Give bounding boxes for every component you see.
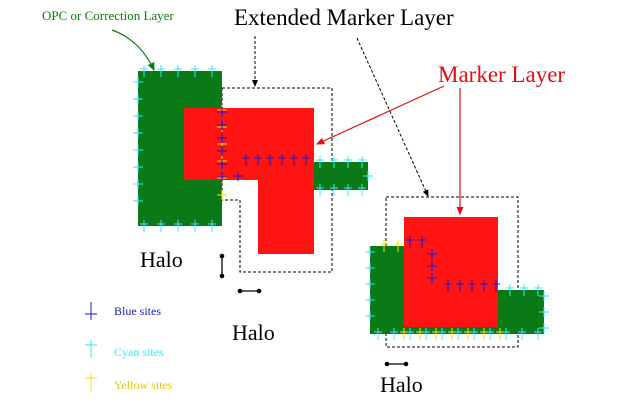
yellow-site — [217, 190, 227, 200]
cyan-site — [365, 311, 375, 321]
marker-layer-left — [184, 108, 314, 254]
halo-label-2: Halo — [232, 320, 275, 345]
cyan-site — [358, 184, 366, 196]
cyan-site — [157, 220, 165, 232]
cyan-site — [191, 220, 199, 232]
cyan-site — [133, 162, 143, 172]
blue-site — [217, 159, 227, 169]
halo-label-1: Halo — [140, 247, 183, 272]
cyan-site — [140, 65, 148, 77]
cyan-site — [133, 145, 143, 155]
cyan-site — [374, 328, 382, 340]
cyan-site — [208, 65, 216, 77]
blue-site — [302, 154, 310, 166]
blue-site — [217, 172, 227, 182]
legend-yellow-icon — [85, 373, 97, 391]
cyan-site — [316, 156, 324, 168]
cyan-site — [365, 247, 375, 257]
yellow-site — [464, 328, 472, 340]
cyan-site — [330, 156, 338, 168]
blue-site — [406, 236, 414, 248]
cyan-site — [133, 77, 143, 87]
cyan-site — [534, 328, 542, 340]
halo-dimension-horizontal — [237, 288, 262, 294]
legend-yellow-label: Yellow sites — [114, 378, 173, 392]
yellow-site — [480, 328, 488, 340]
cyan-site — [133, 111, 143, 121]
blue-site — [418, 236, 426, 248]
blue-site — [492, 280, 500, 292]
extended-marker-outline-right — [385, 196, 519, 348]
cyan-site — [316, 184, 324, 196]
blue-site — [427, 273, 437, 283]
cyan-site — [344, 156, 352, 168]
blue-site — [290, 154, 298, 166]
blue-site — [427, 249, 437, 259]
halo-label-3: Halo — [380, 372, 423, 397]
cyan-site — [365, 263, 375, 273]
cyan-site — [133, 179, 143, 189]
blue-site — [444, 280, 452, 292]
legend-blue-label: Blue sites — [114, 304, 161, 318]
cyan-site — [539, 323, 549, 333]
halo-dimension-right — [384, 361, 409, 367]
cyan-site — [191, 65, 199, 77]
cyan-site — [330, 184, 338, 196]
cyan-site — [133, 94, 143, 104]
cyan-site — [520, 284, 528, 296]
yellow-site — [380, 240, 388, 252]
blue-site-markers — [217, 107, 500, 292]
cyan-site — [358, 156, 366, 168]
cyan-site — [365, 279, 375, 289]
cyan-site — [133, 196, 143, 206]
legend-cyan-label: Cyan sites — [114, 345, 164, 359]
blue-site — [233, 171, 243, 181]
marker-layer-right — [404, 217, 498, 327]
blue-site — [456, 280, 464, 292]
blue-site — [254, 154, 262, 166]
cyan-site — [344, 184, 352, 196]
blue-site — [217, 107, 227, 117]
cyan-site — [534, 284, 542, 296]
marker-layer-label: Marker Layer — [438, 62, 566, 87]
cyan-site — [133, 128, 143, 138]
cyan-site — [208, 220, 216, 232]
legend-cyan-icon — [85, 340, 97, 358]
cyan-site — [518, 328, 526, 340]
blue-site — [278, 154, 286, 166]
blue-site — [217, 120, 227, 130]
cyan-site — [506, 284, 514, 296]
cyan-site — [157, 65, 165, 77]
blue-site — [217, 133, 227, 143]
cyan-site — [390, 328, 398, 340]
cyan-site — [140, 220, 148, 232]
extended-marker-label: Extended Marker Layer — [234, 5, 454, 30]
legend-blue-icon — [85, 302, 97, 320]
cyan-site — [174, 220, 182, 232]
yellow-site — [394, 240, 402, 252]
extended-marker-arrow-right — [356, 37, 429, 197]
blue-site — [480, 280, 488, 292]
cyan-site — [365, 295, 375, 305]
opc-layer-label: OPC or Correction Layer — [42, 8, 174, 23]
yellow-site — [416, 328, 424, 340]
blue-site — [217, 146, 227, 156]
yellow-site — [432, 328, 440, 340]
blue-site — [266, 154, 274, 166]
cyan-site — [539, 307, 549, 317]
opc-layer-arrow — [111, 29, 155, 72]
blue-site — [242, 154, 250, 166]
halo-dimension-vertical — [219, 253, 225, 279]
marker-layer-arrow-left — [315, 85, 445, 145]
cyan-site — [539, 291, 549, 301]
cyan-site — [363, 171, 373, 181]
cyan-site — [174, 65, 182, 77]
yellow-site — [448, 328, 456, 340]
blue-site — [427, 261, 437, 271]
yellow-site — [496, 328, 504, 340]
yellow-site — [400, 328, 408, 340]
blue-site — [468, 280, 476, 292]
